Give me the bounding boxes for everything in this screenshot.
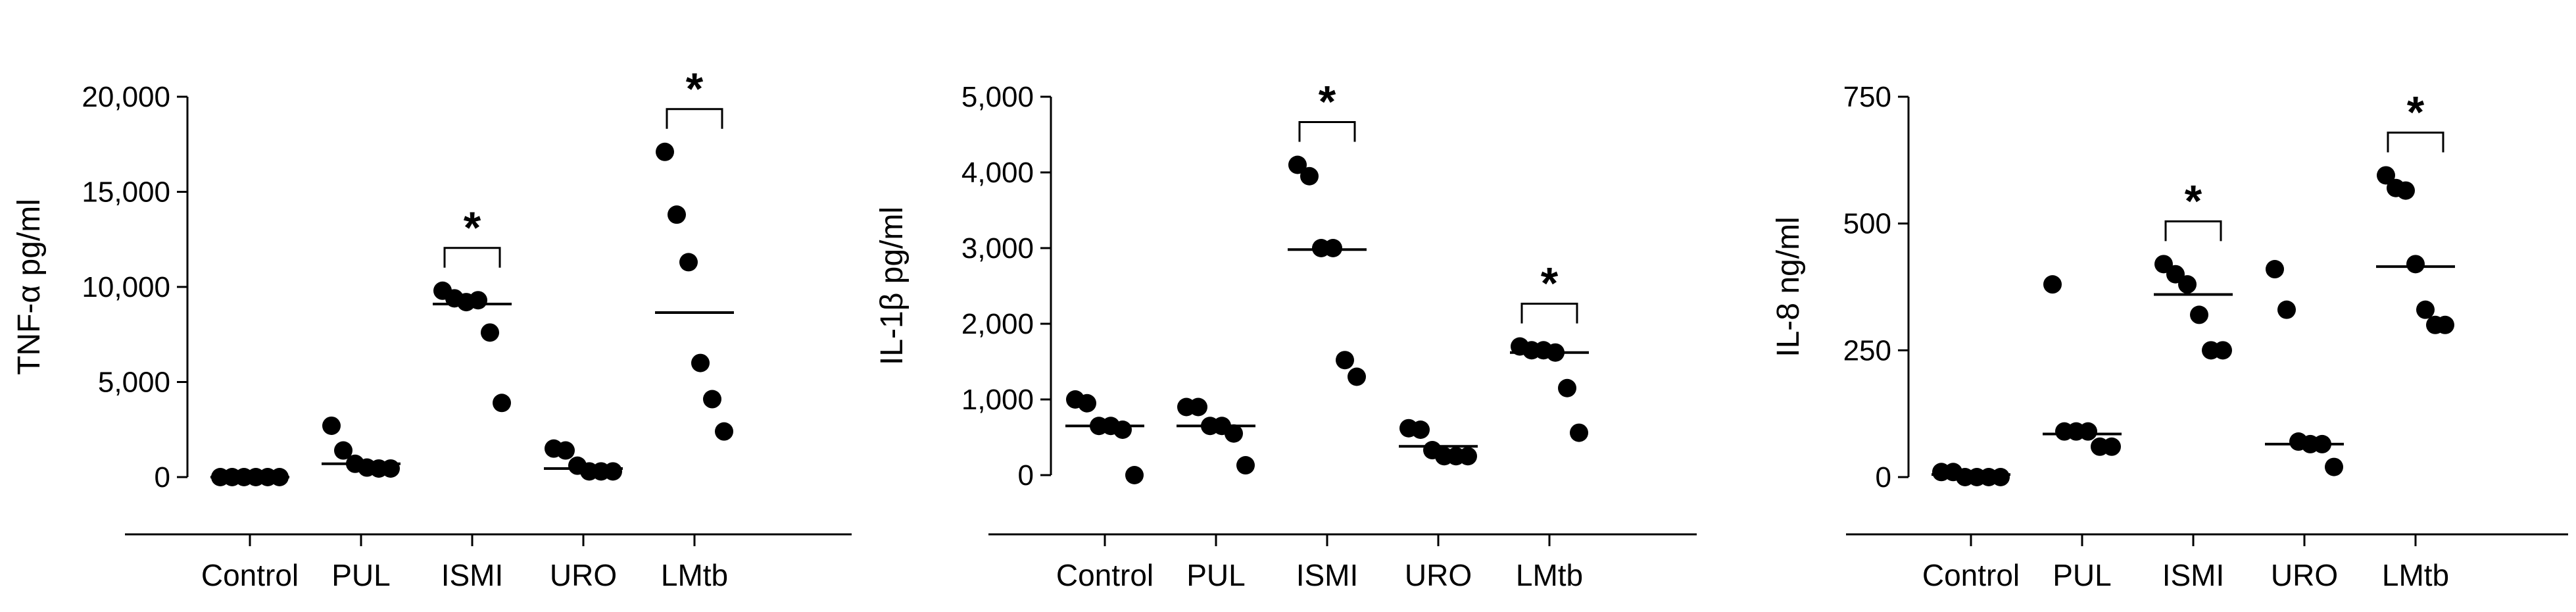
y-axis-label: TNF-α pg/ml xyxy=(12,199,47,375)
x-tick-label: LMtb xyxy=(661,558,728,592)
data-point xyxy=(656,142,674,161)
x-tick-label: Control xyxy=(1922,558,2020,592)
data-point xyxy=(2266,260,2284,279)
significance-star: * xyxy=(1319,77,1336,127)
x-tick-label: LMtb xyxy=(2382,558,2449,592)
data-point xyxy=(2416,300,2435,319)
x-tick-label: URO xyxy=(1405,558,1472,592)
significance-star: * xyxy=(2407,87,2425,137)
x-tick-label: LMtb xyxy=(1516,558,1583,592)
data-point xyxy=(1300,166,1319,186)
significance-bracket xyxy=(2164,220,2222,242)
x-tick-label: ISMI xyxy=(2162,558,2225,592)
data-point xyxy=(1411,421,1430,439)
x-tick-label: PUL xyxy=(2053,558,2111,592)
data-point xyxy=(1125,466,1144,484)
significance-bracket xyxy=(666,108,723,129)
x-tick-label: URO xyxy=(550,558,617,592)
y-axis-label: IL-8 ng/ml xyxy=(1771,217,1806,357)
data-point xyxy=(2214,341,2232,360)
data-point xyxy=(1113,421,1132,439)
data-point xyxy=(1225,424,1243,443)
data-point xyxy=(1570,423,1588,442)
data-point xyxy=(2325,457,2343,476)
data-point xyxy=(1348,367,1366,386)
y-tick-label: 10,000 xyxy=(82,271,170,303)
significance-star: * xyxy=(464,203,481,253)
data-point xyxy=(604,462,622,481)
x-tick-label: ISMI xyxy=(1296,558,1359,592)
data-point xyxy=(2436,315,2454,334)
significance-bracket xyxy=(2387,131,2444,153)
data-point xyxy=(2102,437,2121,456)
y-tick-label: 15,000 xyxy=(82,176,170,209)
data-point xyxy=(1324,239,1342,257)
data-point xyxy=(2377,166,2395,185)
y-tick-label: 5,000 xyxy=(961,81,1034,113)
data-point xyxy=(1078,394,1096,413)
data-point xyxy=(1991,468,2010,486)
data-point xyxy=(1236,456,1255,475)
data-point xyxy=(556,441,575,460)
significance-bracket xyxy=(443,247,501,268)
data-point xyxy=(2043,275,2062,294)
data-point xyxy=(1459,447,1477,466)
x-tick-label: URO xyxy=(2271,558,2338,592)
panel-il-1-beta: 0 1,000 2,000 3,000 4,000 5,000 IL-1β pg/ml Con… xyxy=(875,77,1697,592)
y-tick-label: 5,000 xyxy=(98,367,170,399)
data-point xyxy=(691,353,710,372)
y-tick-label: 0 xyxy=(1876,461,1891,494)
data-point xyxy=(1558,378,1576,397)
data-point xyxy=(1336,351,1354,370)
data-point xyxy=(481,323,499,342)
y-tick-label: 500 xyxy=(1843,208,1891,240)
y-tick-label: 250 xyxy=(1843,334,1891,367)
y-tick-label: 4,000 xyxy=(961,157,1034,189)
x-tick-label: PUL xyxy=(1186,558,1245,592)
y-tick-label: 20,000 xyxy=(82,81,170,113)
data-point xyxy=(334,441,352,460)
data-point xyxy=(715,422,733,441)
significance-bracket xyxy=(1520,303,1578,324)
y-tick-label: 750 xyxy=(1843,81,1891,113)
significance-star: * xyxy=(1541,259,1559,309)
x-tick-label: ISMI xyxy=(441,558,504,592)
y-tick-label: 3,000 xyxy=(961,232,1034,265)
data-point xyxy=(2079,422,2097,441)
data-point xyxy=(322,416,341,435)
significance-star: * xyxy=(2185,176,2202,226)
x-tick-label: PUL xyxy=(331,558,390,592)
data-point xyxy=(703,390,721,409)
panel-il-8: 0 250 500 750 IL-8 ng/ml Control PUL ISMI * URO LM… xyxy=(1771,81,2568,592)
data-point xyxy=(2190,305,2208,324)
data-point xyxy=(2178,275,2197,294)
data-point xyxy=(679,253,698,272)
y-tick-label: 2,000 xyxy=(961,308,1034,340)
x-tick-label: Control xyxy=(1056,558,1154,592)
x-tick-label: Control xyxy=(201,558,299,592)
data-point xyxy=(469,291,487,310)
y-tick-label: 0 xyxy=(1018,459,1034,492)
data-point xyxy=(668,205,686,224)
data-point xyxy=(1189,397,1207,417)
y-tick-label: 0 xyxy=(155,461,170,494)
y-tick-label: 1,000 xyxy=(961,384,1034,416)
data-point xyxy=(2277,300,2296,319)
significance-bracket xyxy=(1298,121,1356,142)
data-point xyxy=(381,459,400,478)
significance-star: * xyxy=(686,64,704,114)
panel-tnf-alpha: 0 5,000 10,000 15,000 20,000 TNF-α pg/ml Contr… xyxy=(12,64,852,592)
data-point xyxy=(1288,155,1307,174)
data-point xyxy=(493,394,511,413)
data-point xyxy=(2396,181,2415,200)
data-point xyxy=(2406,255,2425,274)
y-axis-label: IL-1β pg/ml xyxy=(875,207,910,365)
